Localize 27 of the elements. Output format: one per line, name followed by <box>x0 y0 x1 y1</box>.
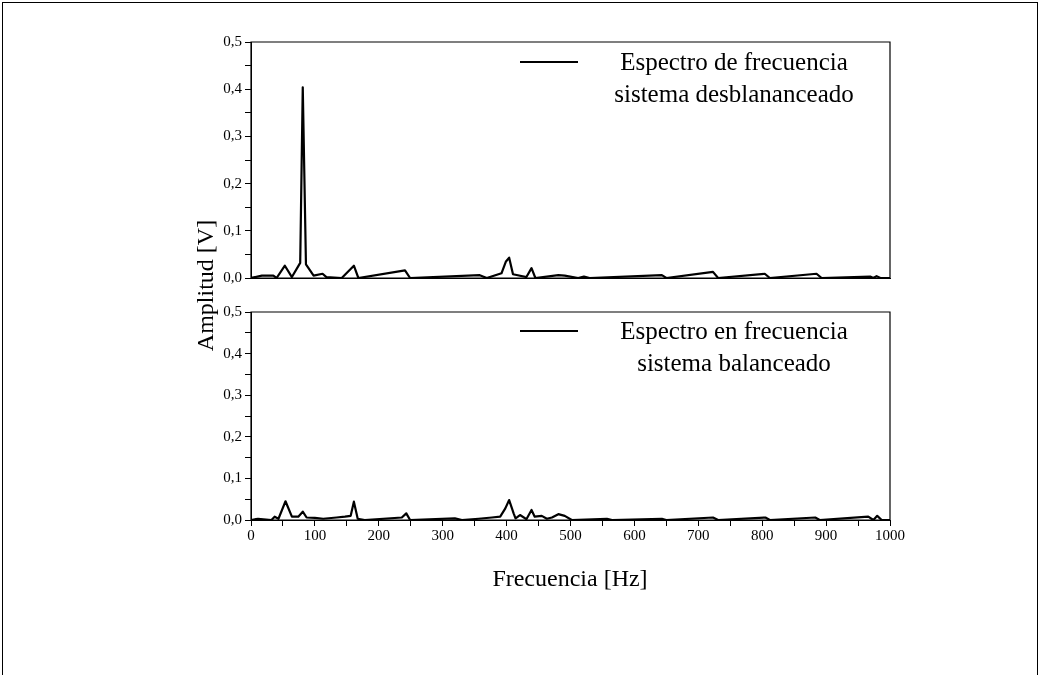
x-axis-title: Frecuencia [Hz] <box>491 565 649 592</box>
x-tick-label: 800 <box>750 527 774 544</box>
y-tick-label: 0,1 <box>223 469 242 486</box>
y-tick-label: 0,3 <box>223 386 242 403</box>
y-axis-title: Amplitud [V] <box>191 218 219 354</box>
x-tick-label: 900 <box>814 527 838 544</box>
y-tick-label: 0,5 <box>223 302 242 319</box>
x-tick-label: 400 <box>495 527 518 544</box>
x-tick-label: 300 <box>431 527 454 544</box>
y-tick-label: 0,0 <box>223 510 242 527</box>
y-tick-label: 0,1 <box>223 221 242 238</box>
y-tick-label: 0,2 <box>223 174 242 191</box>
x-tick-label: 200 <box>367 527 391 544</box>
y-tick-label: 0,5 <box>223 32 242 49</box>
y-tick-label: 0,2 <box>223 427 242 444</box>
y-tick-label: 0,4 <box>223 80 243 97</box>
y-tick-label: 0,4 <box>223 344 243 361</box>
x-tick-label: 0 <box>247 527 255 544</box>
x-tick-label: 100 <box>303 527 327 544</box>
x-tick-label: 600 <box>623 527 646 544</box>
x-tick-label: 700 <box>687 527 710 544</box>
x-tick-label: 1000 <box>875 527 905 544</box>
y-tick-label: 0,0 <box>223 268 242 285</box>
y-tick-label: 0,3 <box>223 127 242 144</box>
legend-label: Espectro en frecuencia sistema balanceado <box>619 316 849 378</box>
x-tick-label: 500 <box>559 527 582 544</box>
legend-label: Espectro de frecuencia sistema desblananceado <box>613 47 855 109</box>
